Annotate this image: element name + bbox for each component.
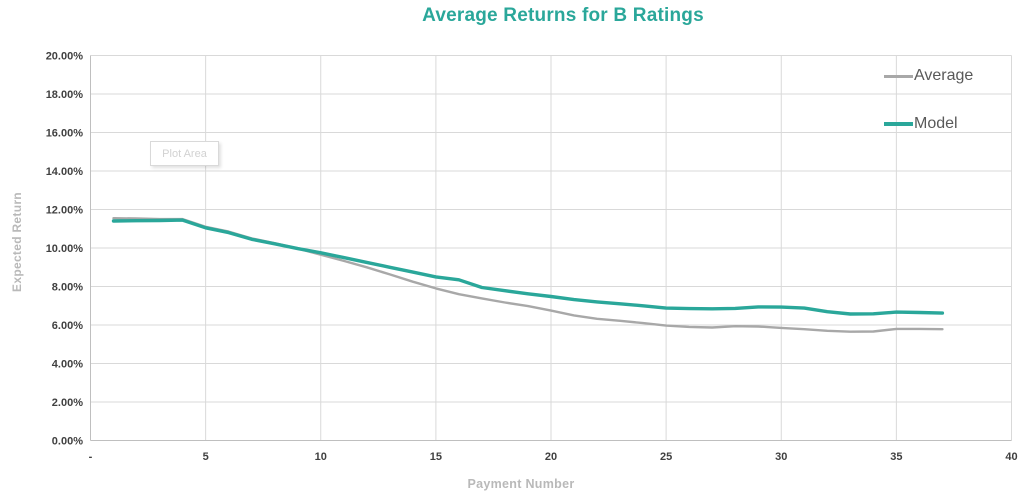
- y-axis-tick-label: 4.00%: [52, 359, 83, 371]
- x-axis-tick-label: 10: [315, 451, 327, 463]
- legend-label-average: Average: [914, 67, 974, 84]
- x-axis-tick-label: 20: [545, 451, 557, 463]
- y-axis-tick-label: 10.00%: [46, 243, 84, 255]
- y-axis-tick-label: 20.00%: [46, 51, 84, 63]
- plot-area-tooltip-label: Plot Area: [162, 147, 207, 160]
- y-axis-tick-label: 12.00%: [46, 205, 84, 217]
- series-line-model[interactable]: [111, 218, 945, 316]
- legend-item-model[interactable]: Model: [884, 113, 958, 135]
- x-axis-tick-label: 5: [203, 451, 209, 463]
- x-axis-tick-label: -: [89, 451, 93, 463]
- x-axis-tick-label: 15: [430, 451, 442, 463]
- x-axis-tick-label: 25: [660, 451, 672, 463]
- y-axis-tick-label: 0.00%: [52, 436, 83, 448]
- y-axis-tick-label: 18.00%: [46, 89, 84, 101]
- chart-title[interactable]: Average Returns for B Ratings: [422, 5, 704, 26]
- y-axis-tick-label: 14.00%: [46, 166, 84, 178]
- y-axis-tick-label: 16.00%: [46, 128, 84, 140]
- legend-label-model: Model: [914, 115, 958, 132]
- y-axis-tick-label: 6.00%: [52, 320, 83, 332]
- x-axis-tick-label: 40: [1005, 451, 1017, 463]
- plot-area-tooltip: Plot Area: [150, 141, 219, 166]
- model-line-swatch-icon: [884, 122, 913, 126]
- x-axis-tick-label: 35: [890, 451, 902, 463]
- y-axis-tick-label: 8.00%: [52, 282, 83, 294]
- x-axis-tick-label: 30: [775, 451, 787, 463]
- y-axis-tick-label: 2.00%: [52, 397, 83, 409]
- legend-item-average[interactable]: Average: [884, 65, 973, 87]
- y-axis-title[interactable]: Expected Return: [10, 192, 24, 292]
- average-line-swatch-icon: [884, 74, 913, 78]
- x-axis-title[interactable]: Payment Number: [467, 477, 575, 491]
